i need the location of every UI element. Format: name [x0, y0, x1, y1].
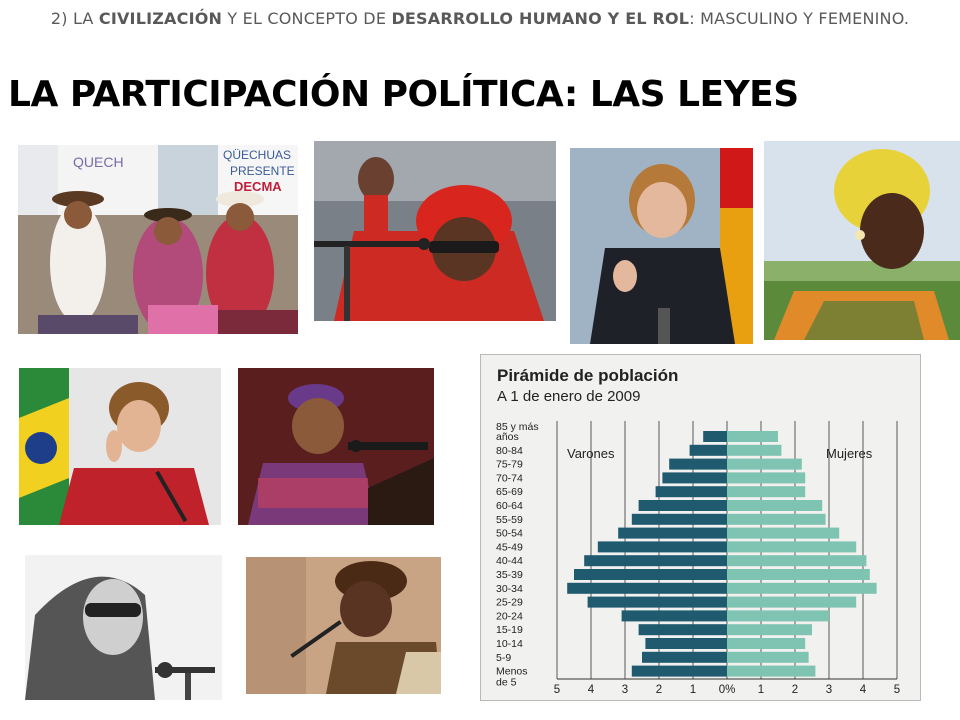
bar-mujeres [727, 458, 802, 470]
bar-varones [638, 500, 727, 511]
category-label: 75-79 [496, 459, 523, 471]
category-label: 40-44 [496, 555, 523, 567]
x-tick-label: 5 [554, 684, 560, 696]
slide-title: LA PARTICIPACIÓN POLÍTICA: LAS LEYES [8, 74, 799, 115]
bar-mujeres [727, 527, 840, 539]
bar-varones [631, 513, 727, 525]
x-tick-label: 1 [758, 684, 764, 696]
bar-mujeres [727, 555, 867, 567]
category-label: 25-29 [496, 597, 523, 609]
bar-varones [655, 486, 727, 498]
category-label: 35-39 [496, 569, 523, 581]
slide-subtitle: 2) LA CIVILIZACIÓN Y EL CONCEPTO DE DESA… [40, 6, 920, 32]
category-label: 15-19 [496, 624, 523, 636]
bar-varones [618, 527, 727, 539]
bar-varones [642, 651, 727, 663]
photo-woman-headscarf-bw [25, 555, 222, 700]
bar-varones [669, 458, 727, 470]
photo-woman-red-cap [314, 141, 556, 321]
subtitle-text: Y EL CONCEPTO DE [222, 9, 392, 28]
x-tick-label: 2 [792, 684, 798, 696]
category-label: Menos [496, 666, 528, 678]
bar-mujeres [727, 569, 870, 580]
category-label: 30-34 [496, 583, 523, 595]
chart-subtitle: A 1 de enero de 2009 [497, 388, 640, 405]
bar-varones [689, 444, 727, 456]
bar-varones [584, 555, 727, 567]
category-label: 85 y más [496, 421, 539, 433]
sign-text: PRESENTE [230, 164, 295, 178]
x-tick-label: 4 [860, 684, 867, 696]
subtitle-bold-desarrollo: DESARROLLO HUMANO Y EL ROL [391, 9, 690, 28]
population-pyramid-chart: Pirámide de población A 1 de enero de 20… [480, 354, 921, 701]
bar-mujeres [727, 665, 816, 677]
bar-mujeres [727, 582, 877, 594]
bar-varones [597, 541, 727, 553]
category-label: 45-49 [496, 541, 523, 553]
subtitle-text: : MASCULINO Y FEMENINO. [689, 9, 910, 28]
bar-mujeres [727, 624, 812, 636]
subtitle-text: 2) LA [50, 9, 99, 28]
bar-varones [645, 638, 727, 649]
sign-text: DECMA [234, 179, 282, 194]
bar-mujeres [727, 500, 823, 511]
bar-varones [587, 596, 727, 608]
x-tick-label: 4 [588, 684, 595, 696]
x-tick-label: 2 [656, 684, 662, 696]
x-tick-label: 1 [690, 684, 696, 696]
category-label: de 5 [496, 677, 517, 689]
bar-varones [567, 582, 727, 594]
bar-mujeres [727, 596, 857, 608]
sign-text: QÜECHUAS [223, 148, 291, 162]
bar-varones [703, 431, 727, 442]
category-label: 60-64 [496, 500, 523, 512]
photo-woman-headwrap-microphone [246, 557, 441, 694]
category-label: 10-14 [496, 638, 523, 650]
legend-varones: Varones [567, 446, 615, 461]
category-label: 20-24 [496, 610, 523, 622]
photo-woman-yellow-headwrap [764, 141, 960, 340]
pyramid-svg: Pirámide de población A 1 de enero de 20… [496, 366, 900, 696]
photo-woman-dark-jacket-flag [570, 148, 753, 344]
photo-woman-at-podium [238, 368, 434, 525]
x-tick-label: 0% [719, 684, 736, 696]
bar-varones [621, 610, 727, 622]
bar-mujeres [727, 541, 857, 553]
subtitle-bold-civilizacion: CIVILIZACIÓN [98, 9, 223, 28]
category-label: 55-59 [496, 514, 523, 526]
bar-mujeres [727, 431, 778, 442]
category-label: 65-69 [496, 486, 523, 498]
bar-mujeres [727, 472, 806, 484]
legend-mujeres: Mujeres [826, 446, 873, 461]
bar-varones [662, 472, 727, 484]
sign-text: QUECH [73, 154, 124, 170]
x-tick-label: 5 [894, 684, 900, 696]
x-tick-label: 3 [622, 684, 628, 696]
bar-mujeres [727, 638, 806, 649]
chart-title: Pirámide de población [497, 366, 678, 385]
bar-mujeres [727, 610, 829, 622]
bar-mujeres [727, 651, 809, 663]
bar-varones [638, 624, 727, 636]
photo-quechua-women-march: QUECH QÜECHUAS PRESENTE DECMA [18, 145, 298, 334]
bar-varones [631, 665, 727, 677]
bar-mujeres [727, 444, 782, 456]
bar-mujeres [727, 513, 826, 525]
bar-varones [574, 569, 727, 580]
category-label: 70-74 [496, 472, 523, 484]
category-label: años [496, 431, 519, 443]
category-label: 80-84 [496, 445, 523, 457]
category-label: 5-9 [496, 652, 511, 664]
photo-woman-red-jacket-brazil-flag [19, 368, 221, 525]
x-tick-label: 3 [826, 684, 832, 696]
category-label: 50-54 [496, 528, 523, 540]
bar-mujeres [727, 486, 806, 498]
